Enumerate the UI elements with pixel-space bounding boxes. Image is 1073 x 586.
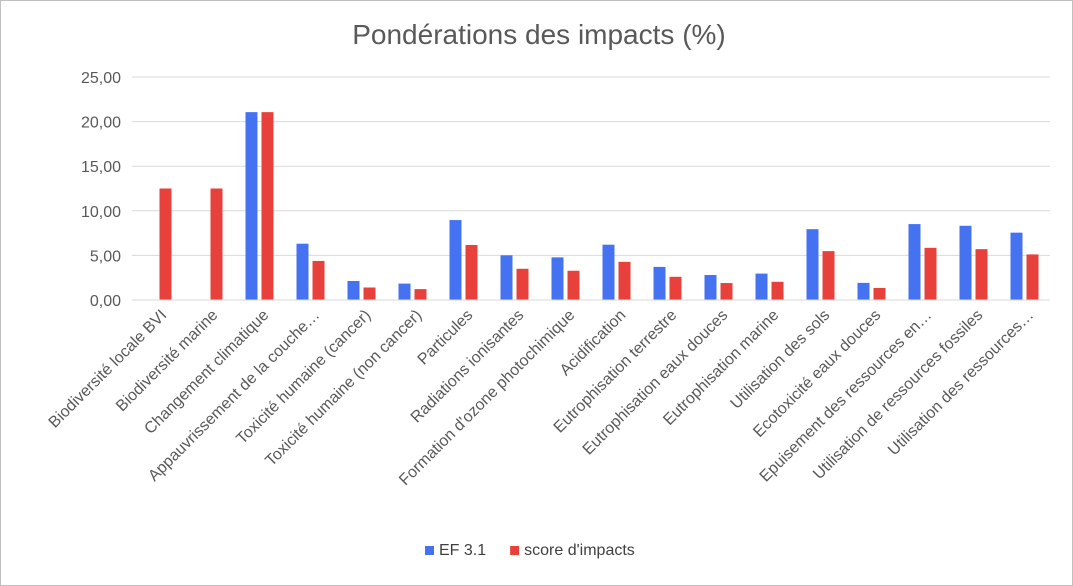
bar-ef31-11 xyxy=(704,275,717,300)
bar-ef31-4 xyxy=(347,281,360,300)
chart-title: Pondérations des impacts (%) xyxy=(352,19,726,50)
bar-ef31-17 xyxy=(1010,232,1023,300)
bar-ef31-6 xyxy=(449,220,462,300)
legend-swatch xyxy=(425,546,434,555)
bar-ef31-16 xyxy=(959,225,972,300)
bar-ef31-7 xyxy=(500,255,513,300)
bar-score-14 xyxy=(873,287,886,300)
bar-score-13 xyxy=(822,251,835,300)
bar-score-0 xyxy=(159,188,172,300)
bar-score-16 xyxy=(975,249,988,300)
bar-ef31-10 xyxy=(653,266,666,300)
y-tick-label: 5,00 xyxy=(90,248,121,265)
bar-score-8 xyxy=(567,270,580,300)
legend-swatch xyxy=(510,546,520,555)
bar-score-3 xyxy=(312,260,325,300)
bar-score-9 xyxy=(618,261,631,300)
legend: EF 3.1 score d'impacts xyxy=(425,542,635,559)
bar-score-15 xyxy=(924,247,937,300)
y-tick-label: 25,00 xyxy=(81,70,121,87)
bar-ef31-13 xyxy=(806,229,819,300)
gridlines xyxy=(132,76,1050,256)
bar-score-11 xyxy=(720,283,733,300)
y-tick-label: 0,00 xyxy=(90,293,121,310)
bar-ef31-5 xyxy=(398,283,411,300)
bar-score-10 xyxy=(669,276,682,300)
bar-score-7 xyxy=(516,268,529,300)
bar-ef31-8 xyxy=(551,257,564,300)
bar-score-12 xyxy=(771,281,784,300)
legend-label: score d'impacts xyxy=(524,542,635,559)
bar-ef31-14 xyxy=(857,282,870,300)
y-tick-label: 20,00 xyxy=(81,115,121,132)
bar-ef31-3 xyxy=(296,243,309,300)
y-tick-label: 15,00 xyxy=(81,159,121,176)
bar-score-2 xyxy=(261,112,274,300)
y-tick-label: 10,00 xyxy=(81,204,121,221)
bar-score-5 xyxy=(414,289,427,300)
bar-score-17 xyxy=(1026,254,1039,300)
bars xyxy=(159,112,1039,300)
y-axis-ticks: 0,00 5,00 10,00 15,00 20,00 25,00 xyxy=(81,70,121,310)
bar-score-6 xyxy=(465,244,478,300)
bar-score-1 xyxy=(210,188,223,300)
bar-score-4 xyxy=(363,287,376,300)
bar-ef31-2 xyxy=(245,112,258,300)
bar-ef31-12 xyxy=(755,273,768,300)
legend-label: EF 3.1 xyxy=(439,542,486,559)
x-tick-label: Utilisation des sols xyxy=(728,307,834,413)
bar-ef31-9 xyxy=(602,244,615,300)
bar-ef31-15 xyxy=(908,224,921,300)
